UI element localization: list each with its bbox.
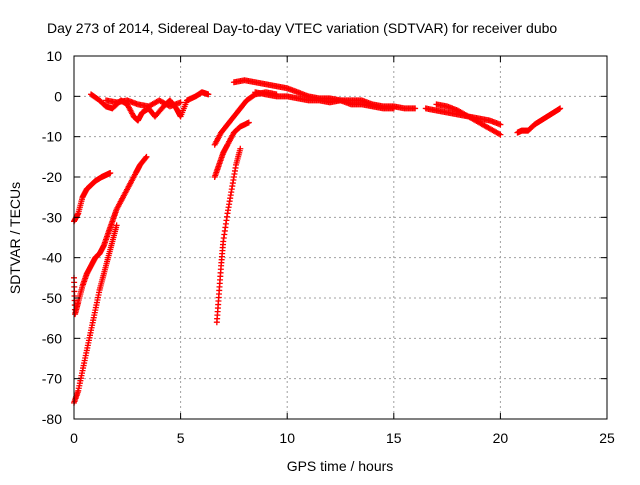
series-arc-f <box>213 145 244 326</box>
series-arc-e <box>102 97 184 110</box>
x-tick-label: 15 <box>386 430 402 446</box>
y-tick-label: -40 <box>42 250 62 266</box>
series-arc-a <box>71 169 114 225</box>
y-tick-label: -10 <box>42 129 62 145</box>
data-point-marker <box>496 130 503 137</box>
x-tick-label: 0 <box>70 430 78 446</box>
tick-layer: -80 -70 -60 -50 -40 -30 -20 -10 0 10 0 5 10 15 20 25 <box>42 48 615 446</box>
grid-layer <box>74 56 607 419</box>
series-arc-g <box>211 119 252 180</box>
data-point-marker <box>390 105 397 112</box>
series-arc-m <box>514 105 564 136</box>
y-tick-label: -60 <box>42 330 62 346</box>
y-tick-label: 10 <box>46 48 62 64</box>
y-tick-label: -70 <box>42 371 62 387</box>
data-point-marker <box>237 145 244 152</box>
y-tick-label: -20 <box>42 169 62 185</box>
data-point-marker <box>143 153 150 160</box>
data-point-marker <box>205 91 212 98</box>
x-tick-label: 20 <box>493 430 509 446</box>
data-point-marker <box>142 154 149 161</box>
data-point-marker <box>497 121 504 128</box>
series-arc-l <box>433 101 504 138</box>
data-point-marker <box>245 119 252 126</box>
x-axis-label: GPS time / hours <box>287 458 394 474</box>
plot-frame <box>73 55 608 420</box>
x-tick-label: 25 <box>599 430 615 446</box>
y-tick-label: 0 <box>54 88 62 104</box>
x-tick-label: 10 <box>279 430 295 446</box>
x-tick-label: 5 <box>177 430 185 446</box>
data-point-marker <box>497 131 504 138</box>
data-point-marker <box>412 105 419 112</box>
series-arc-j <box>252 89 397 112</box>
y-axis-label: SDTVAR / TECUs <box>7 182 23 294</box>
data-point-marker <box>113 222 120 229</box>
data-point-marker <box>557 105 564 112</box>
data-point-marker <box>177 99 184 106</box>
y-tick-label: -30 <box>42 209 62 225</box>
y-tick-label: -80 <box>42 411 62 427</box>
chart-title: Day 273 of 2014, Sidereal Day-to-day VTE… <box>47 20 557 36</box>
y-tick-label: -50 <box>42 290 62 306</box>
data-point-marker <box>107 169 114 176</box>
